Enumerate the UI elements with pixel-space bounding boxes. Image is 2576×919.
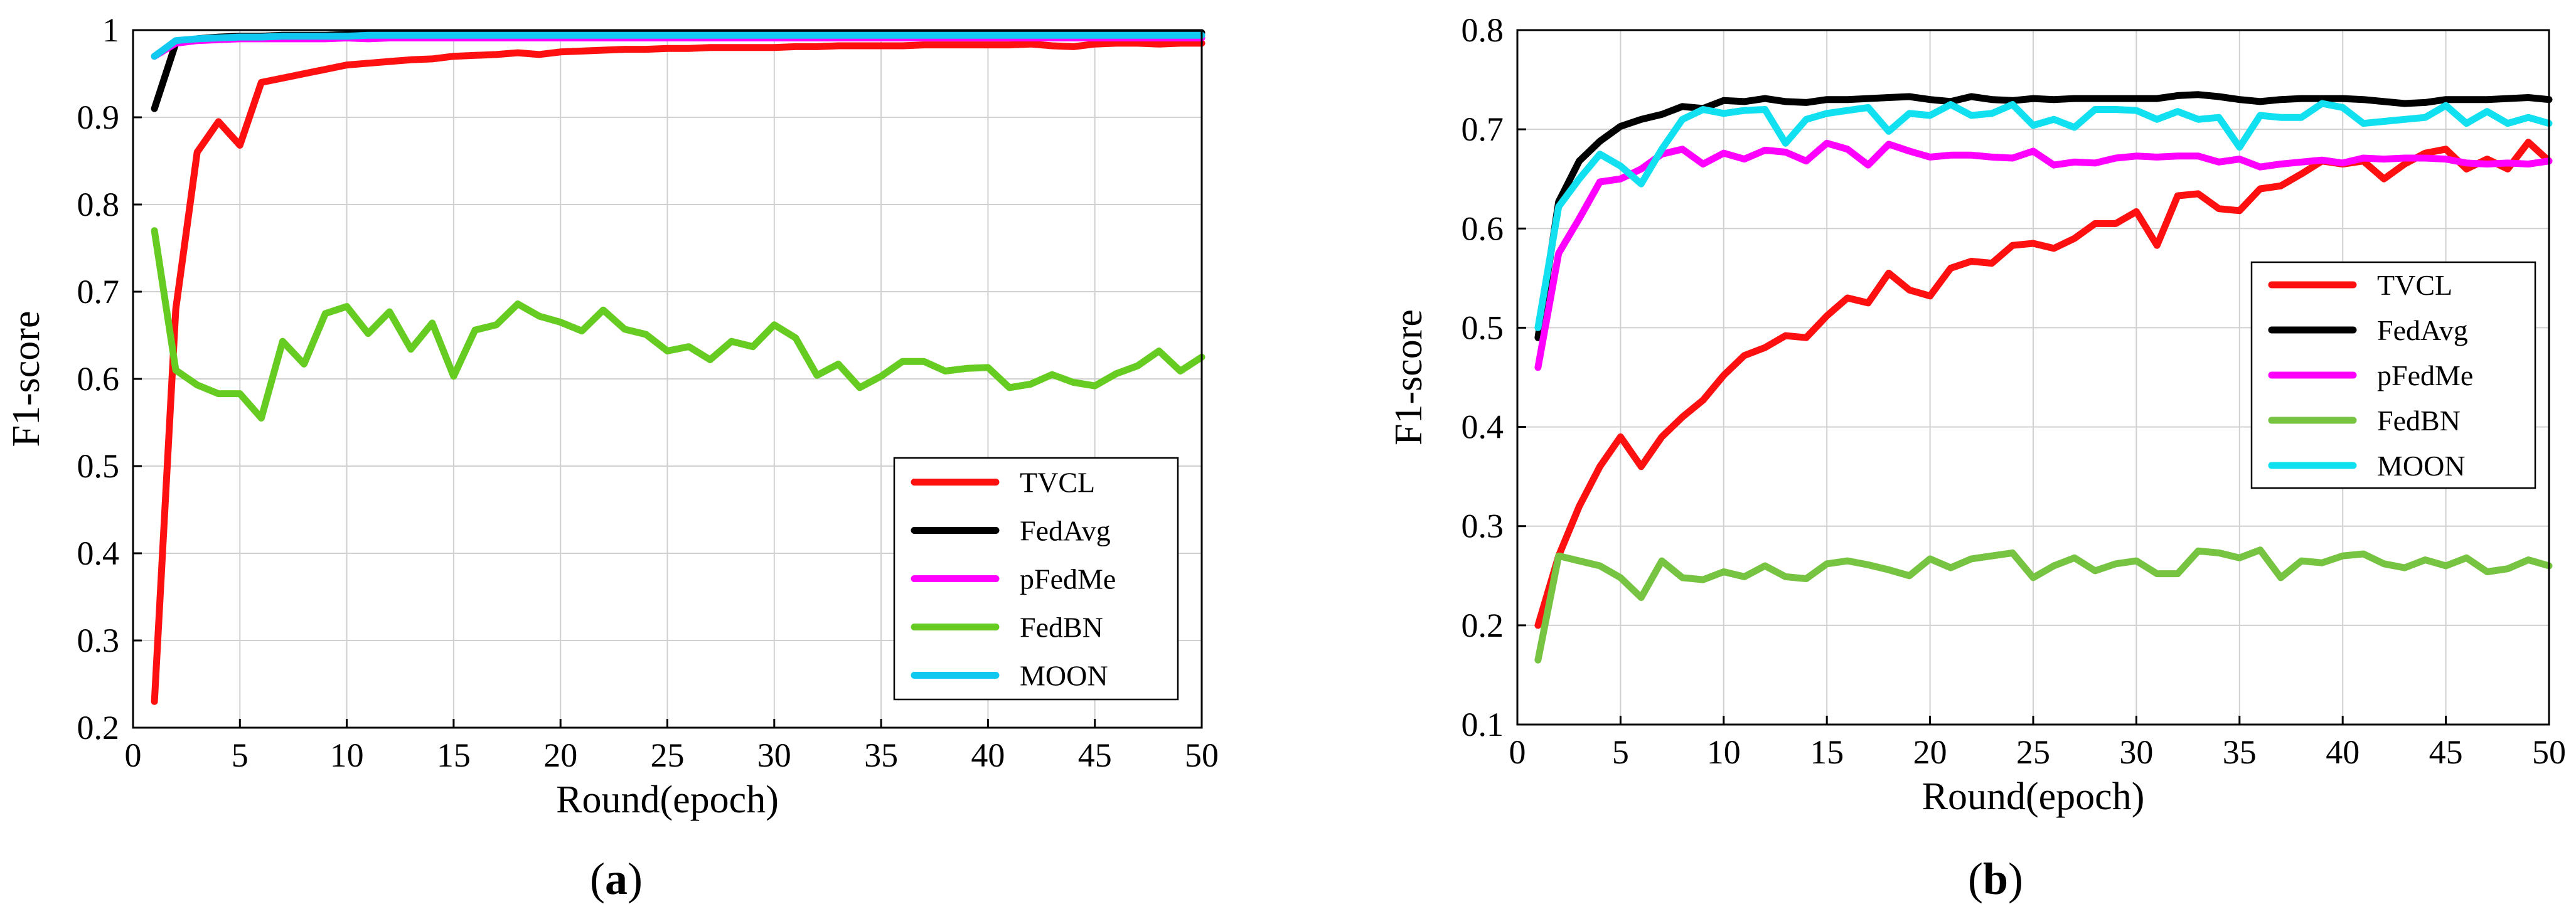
y-axis-label: F1-score xyxy=(1387,309,1430,445)
series-line-pfedme xyxy=(1534,139,2553,371)
x-tick-label: 40 xyxy=(971,736,1005,774)
y-tick-label: 0.4 xyxy=(77,534,120,572)
legend-label-fedavg: FedAvg xyxy=(1020,515,1111,547)
series-line-fedbn xyxy=(151,227,1205,422)
y-tick-label: 0.5 xyxy=(77,447,120,485)
y-tick-label: 0.1 xyxy=(1462,706,1504,743)
x-tick-label: 15 xyxy=(1810,733,1844,771)
legend-label-tvcl: TVCL xyxy=(2377,269,2452,301)
x-tick-label: 45 xyxy=(1078,736,1112,774)
series-line-tvcl xyxy=(151,40,1205,705)
legend-label-fedbn: FedBN xyxy=(2377,405,2461,437)
x-tick-label: 5 xyxy=(232,736,249,774)
legend-label-pfedme: pFedMe xyxy=(2377,359,2473,391)
y-tick-label: 0.6 xyxy=(77,360,120,398)
x-tick-label: 50 xyxy=(2532,733,2566,771)
series-line-moon xyxy=(151,31,1205,60)
x-tick-label: 15 xyxy=(437,736,471,774)
x-tick-label: 35 xyxy=(2223,733,2257,771)
y-tick-label: 0.5 xyxy=(1462,309,1504,346)
y-tick-label: 0.4 xyxy=(1462,408,1504,446)
x-tick-label: 10 xyxy=(1707,733,1741,771)
x-tick-label: 0 xyxy=(125,736,142,774)
legend-label-tvcl: TVCL xyxy=(1020,467,1095,499)
legend: TVCL FedAvg pFedMe FedBN MOON xyxy=(2250,261,2536,489)
x-tick-label: 40 xyxy=(2326,733,2360,771)
x-axis-label: Round(epoch) xyxy=(556,778,779,821)
y-tick-label: 0.3 xyxy=(1462,507,1504,545)
legend-label-moon: MOON xyxy=(1020,660,1108,692)
y-tick-label: 0.2 xyxy=(1462,607,1504,644)
legend-label-fedavg: FedAvg xyxy=(2377,314,2468,346)
x-tick-label: 30 xyxy=(2119,733,2153,771)
chart-panel-a: 0 5 10 15 20 25 30 35 40 45 50 0.2 0.3 0.4 0.5 0.6 0.7 0.… xyxy=(5,11,1219,904)
x-tick-label: 25 xyxy=(651,736,685,774)
y-tick-label: 0.6 xyxy=(1462,210,1504,247)
y-axis-label: F1-score xyxy=(5,311,48,447)
x-tick-label: 20 xyxy=(543,736,577,774)
x-tick-label: 25 xyxy=(2016,733,2050,771)
x-tick-label: 5 xyxy=(1612,733,1629,771)
x-tick-label: 10 xyxy=(330,736,364,774)
legend: TVCL FedAvg pFedMe FedBN MOON xyxy=(893,457,1179,701)
x-tick-label: 20 xyxy=(1913,733,1947,771)
y-tick-label: 0.7 xyxy=(1462,110,1504,148)
y-tick-label: 0.3 xyxy=(77,622,120,659)
y-tick-label: 0.8 xyxy=(1462,11,1504,49)
x-tick-label: 35 xyxy=(864,736,898,774)
x-tick-label: 45 xyxy=(2429,733,2463,771)
series-line-tvcl xyxy=(1534,139,2553,629)
x-axis-label: Round(epoch) xyxy=(1922,775,2145,818)
y-tick-label: 0.7 xyxy=(77,273,120,311)
y-tick-label: 0.2 xyxy=(77,709,120,746)
y-tick-label: 0.8 xyxy=(77,186,120,223)
y-tick-label: 1 xyxy=(102,11,119,49)
y-tick-label: 0.9 xyxy=(77,98,120,136)
series-line-fedbn xyxy=(1534,546,2553,664)
legend-label-fedbn: FedBN xyxy=(1020,612,1103,644)
series-line-moon xyxy=(1534,100,2553,331)
panel-caption: (b) xyxy=(1968,854,2023,904)
panel-caption: (a) xyxy=(590,854,643,904)
x-tick-label: 30 xyxy=(757,736,791,774)
chart-panel-b: 0 5 10 15 20 25 30 35 40 45 50 0.1 0.2 0.3 0.4 0.5 0.6 0.… xyxy=(1387,11,2566,904)
legend-label-pfedme: pFedMe xyxy=(1020,563,1116,595)
x-tick-label: 0 xyxy=(1509,733,1526,771)
legend-label-moon: MOON xyxy=(2377,450,2466,482)
x-tick-label: 50 xyxy=(1185,736,1219,774)
